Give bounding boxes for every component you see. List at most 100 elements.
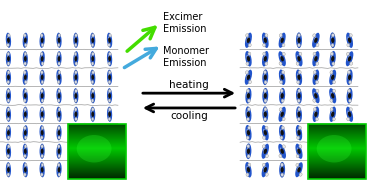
Ellipse shape	[91, 52, 94, 56]
Ellipse shape	[6, 33, 11, 48]
Ellipse shape	[25, 89, 27, 93]
Ellipse shape	[41, 80, 43, 84]
Bar	[308, 128, 366, 129]
Ellipse shape	[24, 136, 27, 139]
Ellipse shape	[280, 55, 283, 61]
Ellipse shape	[349, 163, 352, 167]
Bar	[308, 132, 366, 133]
Ellipse shape	[56, 88, 62, 103]
Ellipse shape	[108, 71, 111, 74]
Ellipse shape	[281, 126, 284, 129]
Bar	[68, 172, 126, 173]
Ellipse shape	[57, 55, 59, 61]
Ellipse shape	[331, 43, 334, 47]
Ellipse shape	[262, 69, 268, 85]
Bar	[68, 126, 126, 127]
Ellipse shape	[279, 162, 285, 178]
Ellipse shape	[7, 108, 10, 111]
Ellipse shape	[296, 62, 299, 65]
Ellipse shape	[7, 99, 10, 102]
Bar	[68, 168, 126, 169]
Bar	[308, 140, 366, 141]
Ellipse shape	[24, 145, 27, 148]
Ellipse shape	[297, 36, 299, 43]
Ellipse shape	[246, 74, 249, 80]
Ellipse shape	[40, 162, 45, 177]
Ellipse shape	[23, 51, 28, 66]
Ellipse shape	[315, 136, 318, 139]
Ellipse shape	[24, 52, 27, 56]
Ellipse shape	[40, 125, 45, 140]
Ellipse shape	[108, 155, 111, 158]
Ellipse shape	[8, 34, 10, 37]
Ellipse shape	[264, 93, 267, 98]
Bar	[308, 124, 366, 179]
Ellipse shape	[349, 108, 352, 111]
Ellipse shape	[348, 147, 350, 154]
Ellipse shape	[91, 92, 93, 98]
Ellipse shape	[73, 107, 79, 122]
Bar	[308, 177, 366, 178]
Ellipse shape	[108, 52, 111, 56]
Ellipse shape	[314, 147, 316, 153]
Ellipse shape	[330, 162, 336, 178]
Ellipse shape	[108, 36, 110, 43]
Ellipse shape	[40, 173, 43, 176]
Ellipse shape	[23, 125, 28, 140]
Ellipse shape	[297, 56, 301, 62]
Ellipse shape	[347, 70, 353, 85]
Ellipse shape	[331, 75, 335, 80]
Text: Excimer
Emission: Excimer Emission	[163, 12, 206, 34]
Ellipse shape	[58, 71, 61, 74]
Ellipse shape	[92, 163, 94, 167]
Ellipse shape	[57, 92, 59, 98]
Ellipse shape	[331, 167, 335, 173]
Ellipse shape	[347, 166, 350, 172]
Ellipse shape	[329, 88, 336, 103]
Ellipse shape	[41, 99, 44, 102]
Ellipse shape	[58, 62, 60, 65]
Bar	[68, 163, 126, 164]
Ellipse shape	[107, 162, 112, 177]
Bar	[68, 159, 126, 160]
Ellipse shape	[108, 145, 111, 148]
Ellipse shape	[264, 99, 267, 102]
Ellipse shape	[91, 36, 93, 43]
Ellipse shape	[314, 163, 317, 167]
Ellipse shape	[7, 136, 10, 139]
Ellipse shape	[7, 62, 10, 65]
Ellipse shape	[107, 88, 112, 103]
Bar	[308, 163, 366, 164]
Ellipse shape	[57, 75, 60, 80]
Ellipse shape	[349, 155, 352, 158]
Ellipse shape	[262, 162, 269, 177]
Ellipse shape	[348, 92, 350, 98]
Ellipse shape	[263, 129, 266, 135]
Ellipse shape	[24, 56, 27, 61]
Bar	[68, 170, 126, 171]
Ellipse shape	[314, 75, 318, 80]
Ellipse shape	[314, 112, 318, 117]
Ellipse shape	[109, 173, 112, 176]
Ellipse shape	[107, 144, 112, 159]
Bar	[68, 125, 126, 126]
Bar	[308, 149, 366, 150]
Bar	[308, 150, 366, 151]
Ellipse shape	[315, 80, 318, 84]
Bar	[68, 152, 126, 153]
Ellipse shape	[347, 143, 353, 159]
Bar	[68, 177, 126, 178]
Ellipse shape	[279, 125, 285, 141]
Ellipse shape	[57, 145, 60, 148]
Ellipse shape	[346, 162, 353, 177]
Ellipse shape	[107, 107, 112, 122]
Ellipse shape	[280, 93, 284, 98]
Ellipse shape	[265, 34, 268, 37]
Ellipse shape	[74, 166, 76, 172]
Ellipse shape	[280, 166, 282, 172]
Bar	[68, 165, 126, 166]
Bar	[308, 154, 366, 155]
Ellipse shape	[58, 155, 60, 158]
Bar	[308, 129, 366, 130]
Ellipse shape	[41, 112, 43, 117]
